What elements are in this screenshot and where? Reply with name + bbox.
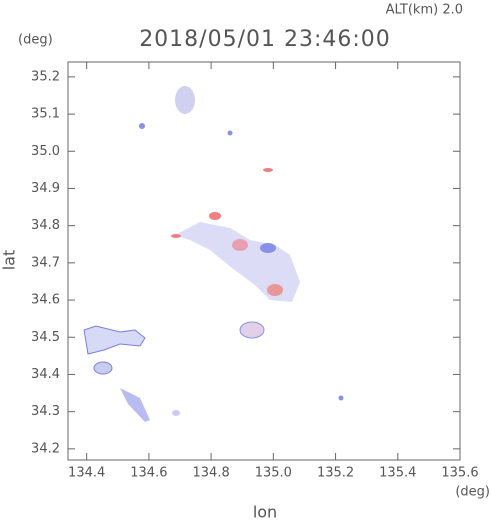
y-tick-label: 34.7 (31, 255, 60, 270)
echo (175, 86, 195, 114)
axes (68, 62, 461, 460)
y-axis-label: lat (0, 250, 19, 271)
echo (175, 222, 300, 302)
y-tick-label: 34.9 (31, 181, 60, 196)
chart-title: 2018/05/01 23:46:00 (139, 27, 391, 52)
echo (93, 361, 113, 375)
plot-frame (67, 61, 461, 461)
echo (263, 168, 273, 172)
altitude-label: ALT(km) 2.0 (386, 3, 463, 18)
y-tick-label: 34.4 (31, 367, 60, 382)
x-tick-label: 134.6 (130, 466, 167, 481)
y-tick-label: 34.5 (31, 330, 60, 345)
echo (227, 130, 233, 136)
y-tick-label: 34.3 (31, 404, 60, 419)
echo (232, 239, 248, 251)
echo (139, 123, 145, 129)
echo (83, 325, 146, 355)
echo-regions (83, 86, 344, 422)
y-tick-label: 35.1 (31, 107, 60, 122)
echo (338, 395, 344, 401)
echo (209, 212, 221, 220)
y-tick-label: 34.8 (31, 218, 60, 233)
x-tick-label: 135.6 (441, 466, 478, 481)
x-tick-label: 134.4 (68, 466, 105, 481)
y-tick-label: 35.2 (31, 69, 60, 84)
x-tick-label: 135.4 (379, 466, 416, 481)
y-tick-label: 34.6 (31, 293, 60, 308)
x-tick-label: 134.8 (193, 466, 230, 481)
echo (260, 243, 276, 253)
y-tick-label: 35.0 (31, 144, 60, 159)
echo (267, 284, 283, 296)
x-unit: (deg) (455, 485, 490, 500)
echo (239, 321, 265, 339)
y-unit: (deg) (18, 33, 53, 48)
echo (120, 388, 150, 422)
x-axis-label: lon (253, 503, 277, 522)
echo (171, 234, 181, 238)
x-tick-label: 135.2 (317, 466, 354, 481)
y-tick-label: 34.2 (31, 441, 60, 456)
echo (172, 410, 180, 416)
x-tick-label: 135.0 (255, 466, 292, 481)
